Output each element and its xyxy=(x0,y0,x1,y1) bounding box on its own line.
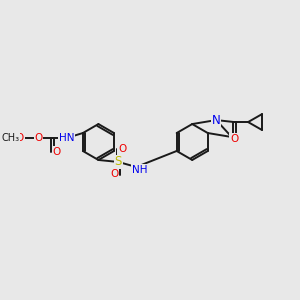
Text: HN: HN xyxy=(59,133,74,143)
Text: O: O xyxy=(110,169,118,179)
Text: N: N xyxy=(212,114,220,127)
Text: O: O xyxy=(52,147,61,157)
Text: O: O xyxy=(34,133,43,143)
Text: O: O xyxy=(15,133,24,143)
Text: CH₃: CH₃ xyxy=(2,133,20,143)
Text: S: S xyxy=(115,155,122,169)
Text: O: O xyxy=(118,144,127,154)
Text: NH: NH xyxy=(132,165,147,175)
Text: O: O xyxy=(230,134,238,144)
